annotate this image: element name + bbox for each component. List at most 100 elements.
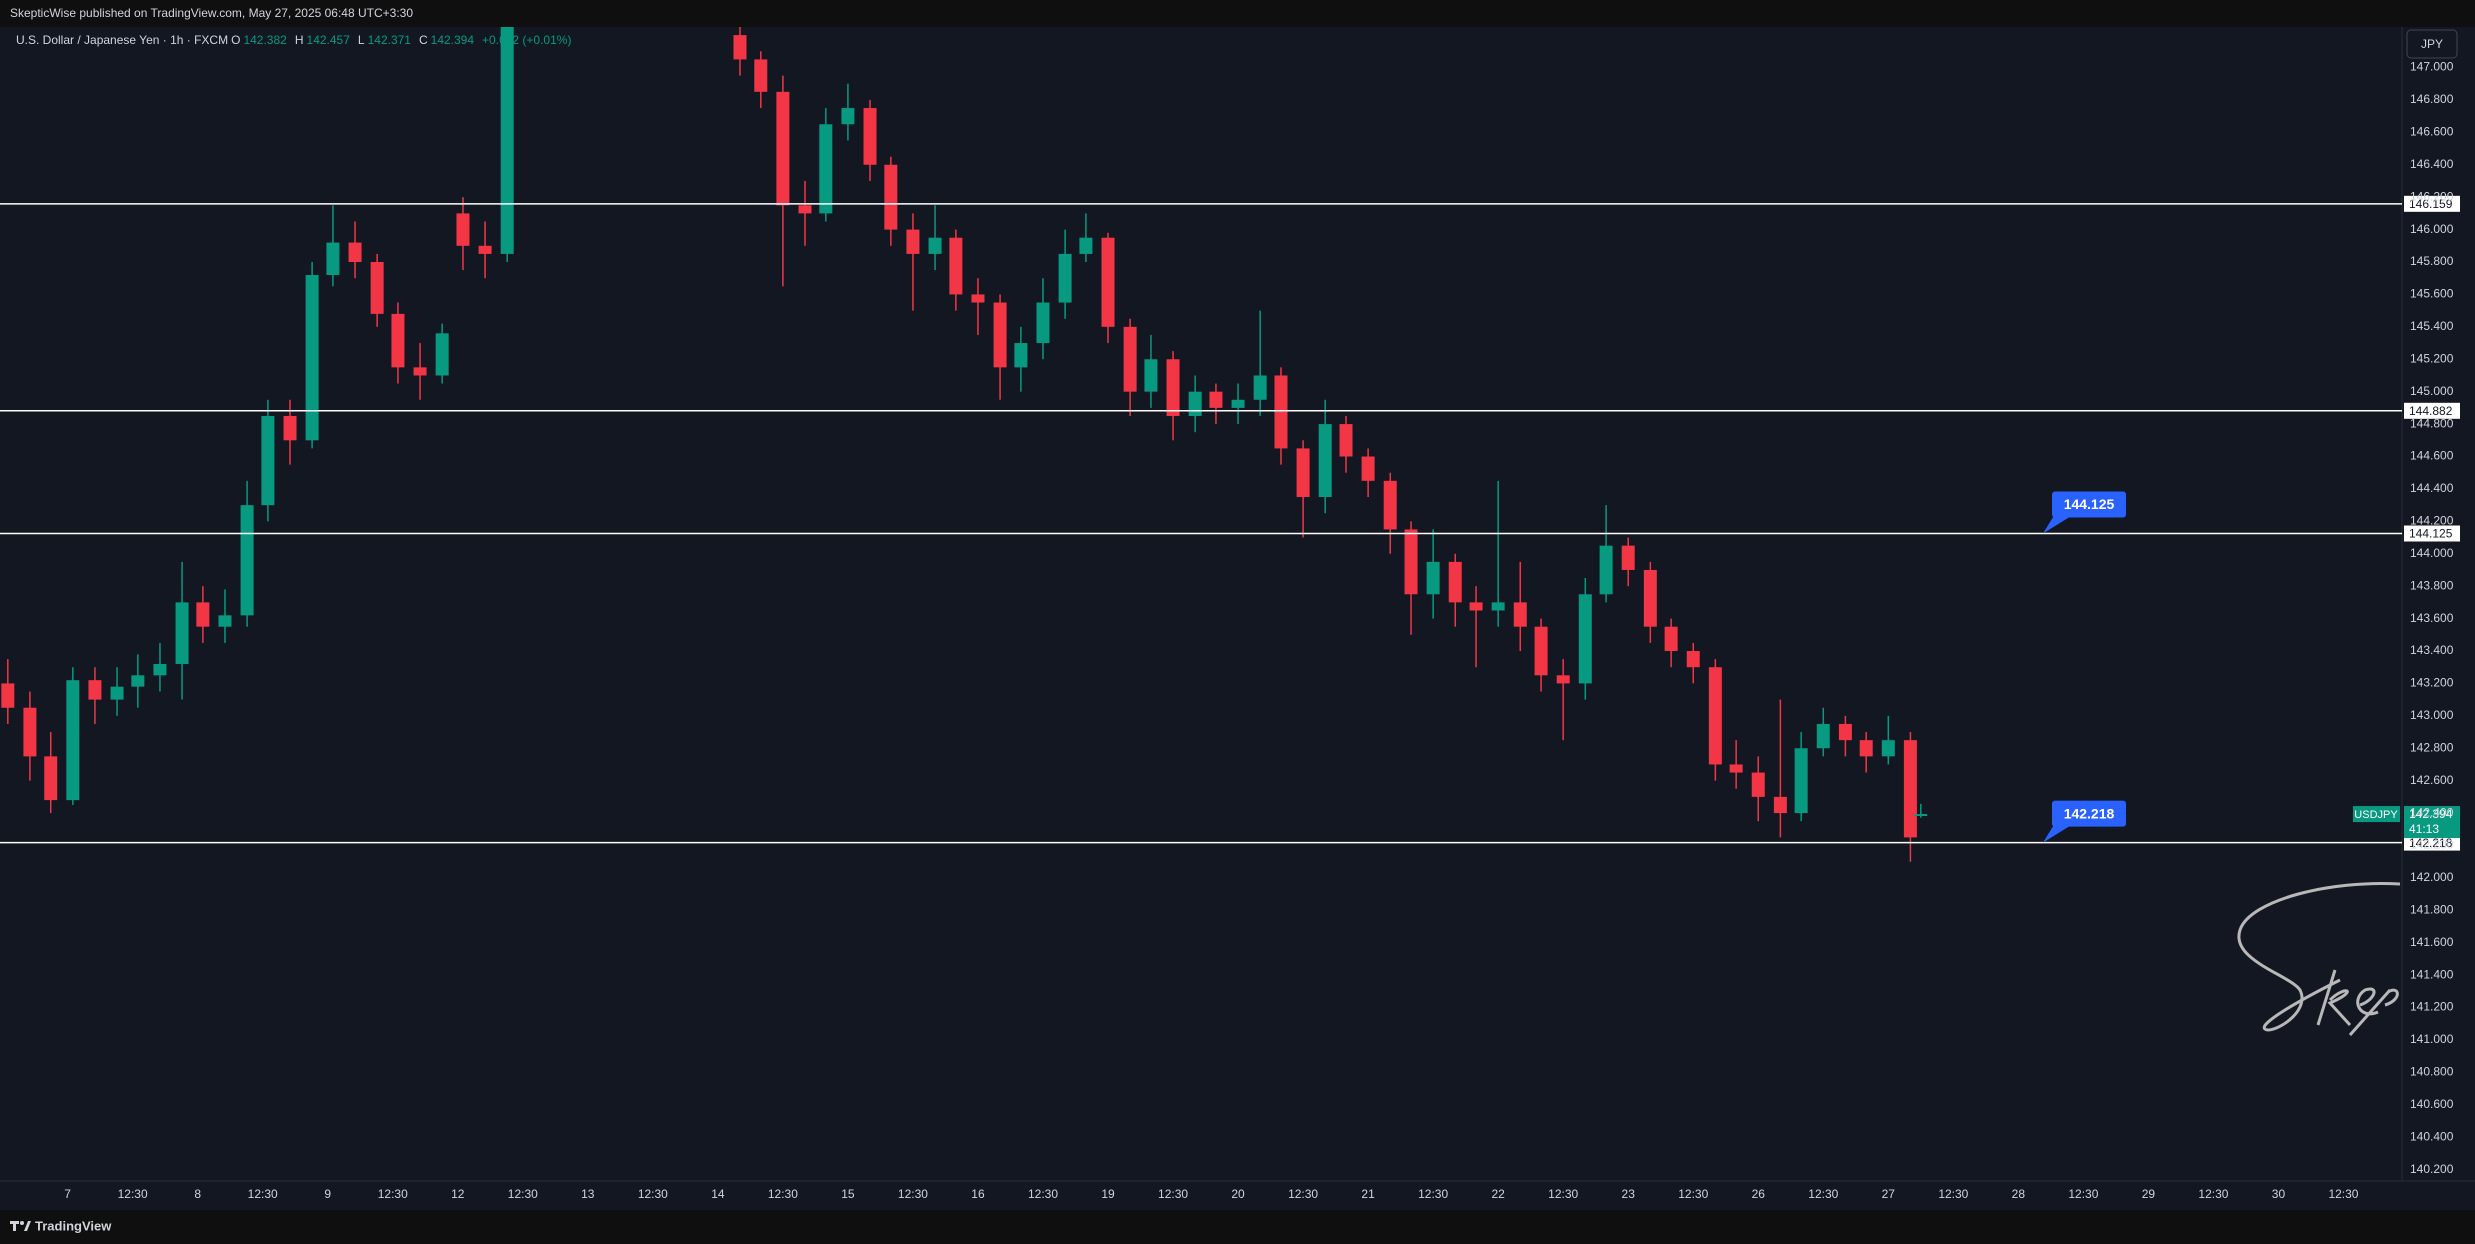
legend: U.S. Dollar / Japanese Yen · 1h · FXCM O 1…	[16, 33, 579, 47]
candle-body	[1188, 391, 1202, 416]
candle-body	[153, 663, 167, 676]
candle-body	[1101, 237, 1115, 327]
callout-pointer	[2043, 515, 2072, 534]
y-tick-label: 143.200	[2410, 676, 2454, 690]
ohlc-value: 142.371	[367, 33, 411, 47]
symbol-tag-label: USDJPY	[2354, 809, 2398, 821]
ohlc-letter: O	[231, 33, 241, 47]
price-tag	[2404, 806, 2460, 839]
candle-body	[1469, 602, 1483, 611]
candle-body	[1296, 448, 1310, 498]
x-tick-label: 9	[324, 1187, 331, 1201]
x-tick-label: 29	[2142, 1187, 2156, 1201]
signature-watermark	[2237, 882, 2401, 1036]
candle-body	[1903, 740, 1917, 838]
candle-body	[326, 242, 340, 275]
countdown: 41:13	[2409, 822, 2439, 836]
y-tick-label: 142.400	[2410, 805, 2454, 819]
candle-body	[1708, 667, 1722, 765]
candle-body	[478, 245, 492, 254]
level-label: 146.159	[2409, 197, 2453, 211]
tv-logo	[10, 1221, 31, 1231]
candle-body	[1773, 796, 1787, 814]
currency[interactable]: JPY	[2421, 37, 2443, 51]
candle-body	[348, 242, 362, 263]
y-tick-label: 147.000	[2410, 60, 2454, 74]
y-tick-label: 141.800	[2410, 903, 2454, 917]
y-tick-label: 145.200	[2410, 351, 2454, 365]
candle-body	[1751, 772, 1765, 797]
candle-body	[1144, 359, 1158, 392]
y-tick-label: 141.600	[2410, 935, 2454, 949]
candle-body	[1404, 529, 1418, 595]
time-axis	[0, 1181, 2475, 1210]
candle-body	[1339, 424, 1353, 457]
candle-body	[1664, 626, 1678, 652]
y-tick-label: 141.200	[2410, 1000, 2454, 1014]
x-tick-label: 23	[1622, 1187, 1636, 1201]
candle-body	[1686, 651, 1700, 668]
candle-body	[240, 505, 254, 616]
y-tick-label: 141.000	[2410, 1032, 2454, 1046]
x-tick-label: 20	[1231, 1187, 1245, 1201]
x-tick-label: 12:30	[1548, 1187, 1578, 1201]
x-tick-label: 12:30	[118, 1187, 148, 1201]
price-tag-label: 142.394	[2409, 807, 2453, 821]
candle-body	[993, 302, 1007, 368]
x-tick-label: 19	[1101, 1187, 1115, 1201]
y-tick-label: 143.800	[2410, 578, 2454, 592]
y-tick-label: 144.000	[2410, 546, 2454, 560]
candle-body	[754, 59, 768, 92]
overlay: 146.159 144.882 144.125 142.218 144.125 142.2…	[0, 195, 2460, 851]
candle-body	[413, 367, 427, 376]
x-tick-label: 12:30	[1808, 1187, 1838, 1201]
candle-body	[733, 35, 747, 60]
x-tick-label: 12:30	[508, 1187, 538, 1201]
ohlc-value: 142.382	[243, 33, 287, 47]
candle-body	[1513, 602, 1527, 627]
candle-body	[500, 27, 514, 254]
x-tick-label: 12:30	[638, 1187, 668, 1201]
candle-body	[66, 680, 80, 801]
candle-body	[1166, 359, 1180, 416]
currency-button[interactable]	[2406, 29, 2458, 59]
candle-body	[1014, 343, 1028, 368]
y-tick-label: 140.800	[2410, 1065, 2454, 1079]
y-tick-label: 143.600	[2410, 611, 2454, 625]
x-tick-label: 12:30	[1288, 1187, 1318, 1201]
candle-body	[110, 686, 124, 700]
candle-body	[863, 108, 877, 165]
ohlc-letter: C	[418, 33, 428, 47]
candle-body	[1859, 740, 1873, 757]
candle-body	[798, 205, 812, 214]
candle-body	[1794, 748, 1808, 814]
y-tick-label: 144.400	[2410, 481, 2454, 495]
x-tick-label: 12:30	[2198, 1187, 2228, 1201]
level-label-box	[2404, 834, 2460, 851]
x-tick-label: 12:30	[1158, 1187, 1188, 1201]
candle-body	[1426, 561, 1440, 595]
x-tick-label: 28	[2012, 1187, 2026, 1201]
x-tick-label: 12:30	[768, 1187, 798, 1201]
candle-body	[456, 213, 470, 246]
x-tick-label: 12:30	[2328, 1187, 2358, 1201]
x-tick-label: 15	[841, 1187, 855, 1201]
y-tick-label: 145.600	[2410, 287, 2454, 301]
y-tick-label: 146.000	[2410, 222, 2454, 236]
y-tick-label: 140.400	[2410, 1129, 2454, 1143]
candle-body	[971, 294, 985, 303]
x-tick-label: 27	[1882, 1187, 1896, 1201]
candle-body	[1729, 764, 1743, 773]
x-tick-label: 12:30	[898, 1187, 928, 1201]
candle-body	[1816, 723, 1830, 749]
x-tick-label: 22	[1491, 1187, 1505, 1201]
candle-body	[1, 683, 15, 708]
candle-body	[1643, 569, 1657, 627]
candle-body	[841, 108, 855, 125]
x-tick-label: 12:30	[1938, 1187, 1968, 1201]
candle-body	[23, 707, 37, 757]
candle-body	[1491, 602, 1505, 611]
y-tick-label: 142.200	[2410, 838, 2454, 852]
level-label: 142.218	[2409, 836, 2453, 850]
